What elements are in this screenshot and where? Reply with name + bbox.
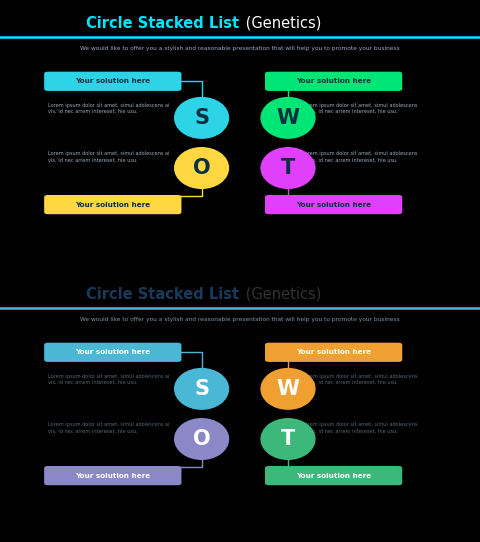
FancyBboxPatch shape <box>265 72 402 91</box>
Text: Circle Stacked List: Circle Stacked List <box>86 287 239 301</box>
Ellipse shape <box>174 368 229 410</box>
Ellipse shape <box>260 147 316 189</box>
Ellipse shape <box>260 97 316 139</box>
Text: Lorem ipsum dolor sit amet, simul adolescens
ai vis, id nec arrem intereset, hie: Lorem ipsum dolor sit amet, simul adoles… <box>302 422 418 434</box>
FancyBboxPatch shape <box>265 343 402 362</box>
Text: T: T <box>281 429 295 449</box>
Text: W: W <box>276 379 300 399</box>
FancyBboxPatch shape <box>265 466 402 485</box>
Text: Your solution here: Your solution here <box>75 349 150 356</box>
FancyBboxPatch shape <box>44 343 181 362</box>
Text: O: O <box>193 158 210 178</box>
Ellipse shape <box>174 418 229 460</box>
Text: Your solution here: Your solution here <box>75 473 150 479</box>
Text: Lorem ipsum dolor sit amet, simul adolescens ai
vis, id nec arrem intereset, hie: Lorem ipsum dolor sit amet, simul adoles… <box>48 102 169 114</box>
Text: Your solution here: Your solution here <box>296 202 371 208</box>
Text: W: W <box>276 108 300 128</box>
Text: Your solution here: Your solution here <box>296 78 371 85</box>
Text: Lorem ipsum dolor sit amet, simul adolescens
ai vis, id nec arrem intereset, hie: Lorem ipsum dolor sit amet, simul adoles… <box>302 102 418 114</box>
Ellipse shape <box>174 97 229 139</box>
Text: Your solution here: Your solution here <box>296 349 371 356</box>
FancyBboxPatch shape <box>44 72 181 91</box>
FancyBboxPatch shape <box>44 195 181 214</box>
Ellipse shape <box>174 147 229 189</box>
Text: Lorem ipsum dolor sit amet, simul adolescens ai
vis, id nec arrem intereset, hie: Lorem ipsum dolor sit amet, simul adoles… <box>48 151 169 163</box>
Text: T: T <box>281 158 295 178</box>
Text: O: O <box>193 429 210 449</box>
Text: Lorem ipsum dolor sit amet, simul adolescens ai
vis, id nec arrem intereset, hie: Lorem ipsum dolor sit amet, simul adoles… <box>48 422 169 434</box>
Text: Your solution here: Your solution here <box>296 473 371 479</box>
Text: Your solution here: Your solution here <box>75 202 150 208</box>
Text: We would like to offer you a stylish and reasonable presentation that will help : We would like to offer you a stylish and… <box>80 46 400 51</box>
Ellipse shape <box>260 418 316 460</box>
Text: (Genetics): (Genetics) <box>241 287 321 301</box>
FancyBboxPatch shape <box>265 195 402 214</box>
Text: Circle Stacked List: Circle Stacked List <box>86 16 239 30</box>
FancyBboxPatch shape <box>44 466 181 485</box>
Ellipse shape <box>260 368 316 410</box>
Text: Lorem ipsum dolor sit amet, simul adolescens ai
vis, id nec arrem intereset, hie: Lorem ipsum dolor sit amet, simul adoles… <box>48 373 169 385</box>
Text: We would like to offer you a stylish and reasonable presentation that will help : We would like to offer you a stylish and… <box>80 317 400 322</box>
Text: Lorem ipsum dolor sit amet, simul adolescens
ai vis, id nec arrem intereset, hie: Lorem ipsum dolor sit amet, simul adoles… <box>302 373 418 385</box>
Text: (Genetics): (Genetics) <box>241 16 321 30</box>
Text: S: S <box>194 379 209 399</box>
Text: Lorem ipsum dolor sit amet, simul adolescens
ai vis, id nec arrem intereset, hie: Lorem ipsum dolor sit amet, simul adoles… <box>302 151 418 163</box>
Text: S: S <box>194 108 209 128</box>
Text: Your solution here: Your solution here <box>75 78 150 85</box>
